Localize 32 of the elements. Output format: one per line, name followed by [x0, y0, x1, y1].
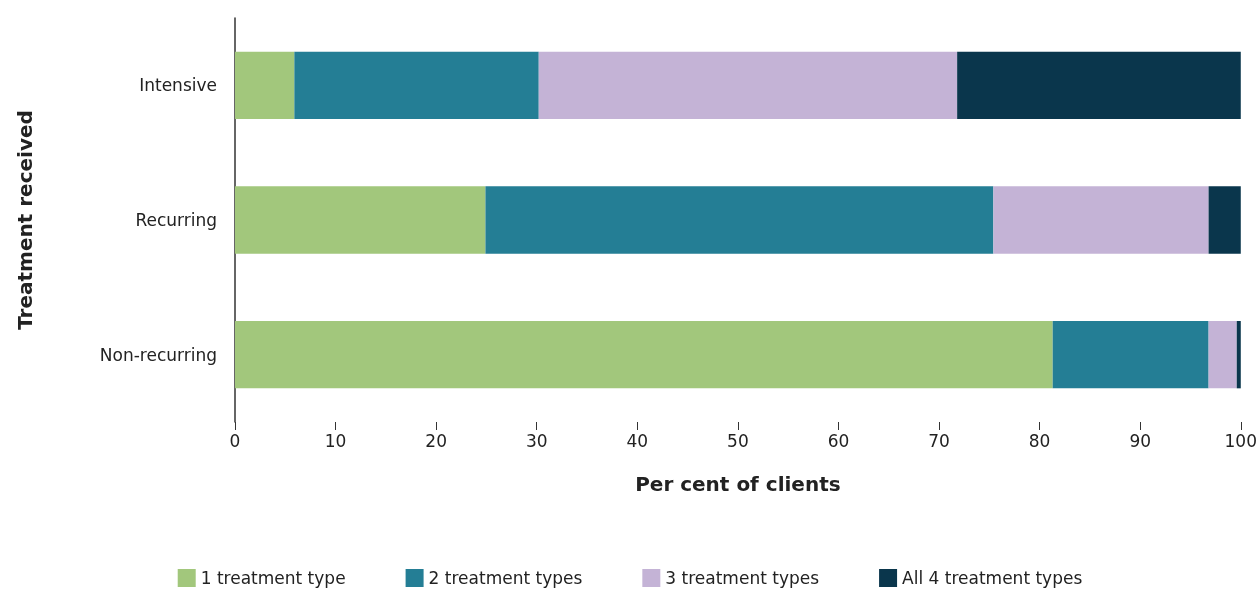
x-tick-label: 20: [425, 430, 447, 451]
x-tick-label: 60: [827, 430, 850, 451]
x-tick-label: 10: [324, 430, 347, 451]
legend-label: 1 treatment type: [200, 568, 346, 588]
x-tick-label: 40: [626, 430, 649, 451]
x-tick-label: 80: [1028, 430, 1051, 451]
bar: [957, 51, 1241, 119]
y-axis-title: Treatment received: [13, 110, 37, 330]
bar: [538, 51, 958, 119]
x-tick-label: 70: [928, 430, 950, 451]
x-axis-title: Per cent of clients: [635, 472, 841, 496]
bar: [1208, 186, 1241, 254]
legend-label: All 4 treatment types: [902, 568, 1083, 588]
x-tick-label: 0: [229, 430, 241, 451]
x-tick-label: 50: [727, 430, 749, 451]
x-tick-label: 30: [525, 430, 548, 451]
bar: [235, 186, 486, 254]
bar: [993, 186, 1209, 254]
bar: [235, 321, 1053, 389]
y-tick-label: Intensive: [139, 75, 217, 96]
bar: [1052, 321, 1209, 389]
x-tick-label: 90: [1129, 430, 1152, 451]
bar: [235, 51, 295, 119]
x-tick-label: 100: [1224, 430, 1257, 451]
bar: [1236, 321, 1241, 389]
legend-label: 2 treatment types: [428, 568, 583, 588]
legend-label: 3 treatment types: [665, 568, 820, 588]
bar: [485, 186, 994, 254]
y-tick-label: Non-recurring: [99, 344, 217, 365]
bar: [1208, 321, 1237, 389]
bar: [294, 51, 539, 119]
y-tick-label: Recurring: [135, 210, 217, 230]
